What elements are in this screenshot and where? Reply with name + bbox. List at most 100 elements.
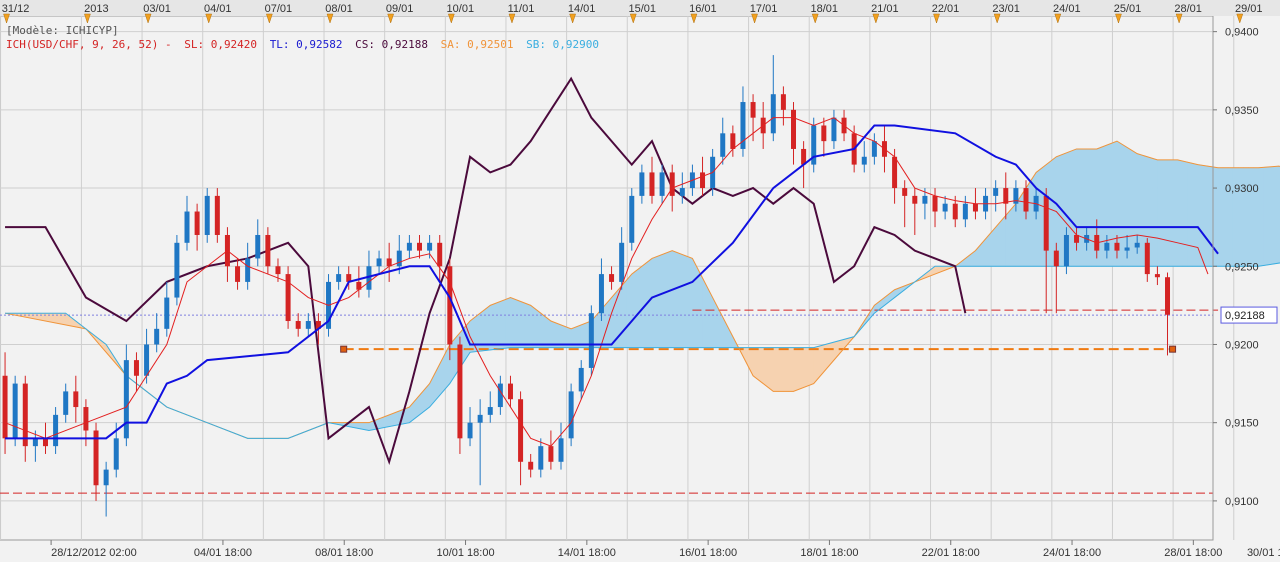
cloud-segment: [995, 220, 1002, 267]
cloud-segment: [697, 268, 703, 348]
session-marker-icon: [1054, 13, 1062, 24]
cloud-segment: [1131, 149, 1138, 267]
kijun-line: [5, 124, 1219, 440]
candle-body: [467, 422, 473, 439]
session-marker-icon: [447, 13, 455, 24]
sb-label: SB: 0,92900: [526, 38, 599, 51]
cloud-segment: [682, 254, 688, 348]
candle-body: [32, 438, 38, 447]
session-marker-icon: [993, 13, 1001, 24]
candle-body: [902, 188, 908, 196]
bottom-time-label: 10/01 18:00: [436, 547, 494, 559]
session-marker-icon: [144, 13, 152, 24]
candle-body: [406, 242, 412, 251]
session-marker-icon: [205, 13, 213, 24]
candle-body: [619, 242, 625, 282]
cloud-segment: [808, 347, 815, 386]
session-marker-icon: [1236, 13, 1244, 24]
candle-body: [42, 438, 48, 447]
cloud-segment: [757, 347, 764, 385]
candle-body: [144, 344, 150, 376]
top-date-label: 28/01: [1174, 3, 1202, 15]
candle-body: [791, 109, 797, 149]
top-axis-band: [0, 0, 1280, 16]
cloud-segment: [676, 252, 683, 348]
senkou-a-line: [4, 140, 1280, 439]
candle-body: [639, 172, 645, 196]
cloud-segment: [1152, 157, 1158, 267]
top-date-label: 16/01: [689, 3, 717, 15]
cloud-segment: [687, 256, 693, 348]
candle-body: [922, 195, 928, 204]
candle-body: [750, 102, 756, 118]
candle-body: [194, 211, 200, 235]
candle-body: [396, 250, 402, 267]
candle-body: [477, 414, 483, 423]
top-date-label: 10/01: [447, 3, 475, 15]
candle-body: [356, 281, 362, 290]
cloud-segment: [1268, 166, 1274, 266]
candle-body: [184, 211, 190, 243]
candle-body: [659, 172, 665, 196]
cloud-segment: [545, 316, 552, 348]
tl-label: TL: 0,92582: [269, 38, 343, 51]
cloud-segment: [1192, 163, 1199, 267]
cloud-segment: [631, 269, 638, 348]
candle-body: [1013, 188, 1019, 204]
candle-body: [1114, 242, 1120, 251]
cloud-segment: [1273, 165, 1280, 265]
top-date-label: 11/01: [508, 3, 535, 15]
chikou-line: [5, 76, 967, 465]
session-marker-icon: [1175, 13, 1183, 24]
candle-body: [386, 258, 392, 267]
candle-body: [103, 469, 109, 486]
candle-body: [245, 258, 251, 282]
cloud-segment: [1197, 164, 1204, 267]
session-marker-icon: [266, 13, 273, 24]
cloud-segment: [692, 258, 698, 348]
candle-body: [427, 242, 433, 251]
cloud-segment: [540, 312, 547, 348]
cloud-segment: [783, 347, 789, 392]
level-marker-end: [1169, 345, 1177, 353]
candle-body: [578, 367, 584, 392]
candle-body: [2, 375, 8, 439]
candle-body: [993, 188, 999, 196]
ich-label: ICH(USD/CHF, 9, 26, 52) -: [6, 38, 172, 51]
session-marker-icon: [629, 13, 637, 24]
bottom-time-label: 24/01 18:00: [1043, 547, 1101, 559]
cloud-segment: [1167, 159, 1173, 267]
candle-body: [538, 446, 544, 470]
model-label: [Modèle: ICHICYP]: [6, 24, 119, 37]
candle-body: [730, 133, 736, 149]
candle-body: [821, 125, 827, 142]
session-marker-icon: [508, 13, 516, 24]
cloud-segment: [1000, 214, 1007, 267]
cloud-segment: [798, 347, 804, 390]
cloud-segment: [621, 279, 628, 348]
y-tick-label: 0,9350: [1225, 105, 1259, 117]
y-tick-label: 0,9200: [1225, 339, 1259, 351]
candle-body: [912, 195, 918, 204]
cloud-segment: [661, 252, 668, 348]
candle-body: [932, 195, 938, 212]
candle-body: [416, 242, 422, 251]
top-date-label: 09/01: [386, 3, 414, 15]
candle-body: [1074, 234, 1080, 243]
bottom-time-label: 28/12/2012 02:00: [51, 547, 137, 559]
candle-body: [1134, 242, 1140, 248]
session-marker-icon: [326, 13, 334, 24]
cloud-segment: [788, 347, 794, 392]
current-price-box: [1220, 306, 1278, 324]
cloud-segment: [525, 302, 531, 348]
bottom-time-label: 16/01 18:00: [679, 547, 737, 559]
bottom-time-label: 18/01 18:00: [800, 547, 858, 559]
candle-body: [255, 234, 261, 259]
y-tick-label: 0,9300: [1225, 183, 1259, 195]
candle-body: [457, 344, 463, 439]
cloud-segment: [1263, 166, 1269, 266]
top-date-label: 14/01: [568, 3, 596, 15]
candle-body: [518, 399, 524, 462]
candle-body: [558, 438, 564, 462]
